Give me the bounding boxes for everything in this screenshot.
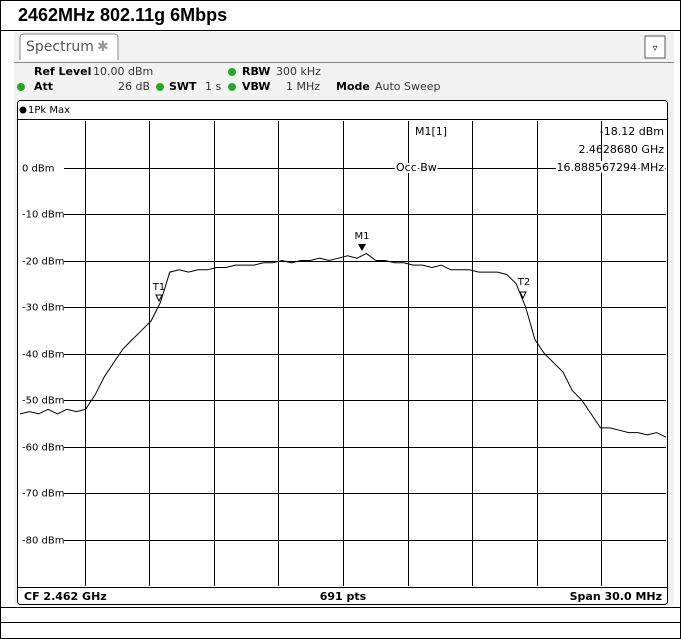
marker-label: M1 <box>355 231 370 242</box>
value: 1 MHz <box>286 80 320 93</box>
indicator <box>228 83 236 91</box>
trace-indicator <box>19 106 27 114</box>
value: 10.00 dBm <box>93 65 153 78</box>
label: RBW <box>242 65 270 78</box>
occ-label: Occ Bw <box>396 161 437 174</box>
menu-icon[interactable]: ▿ <box>652 43 657 54</box>
marker-name: M1[1] <box>415 125 447 138</box>
value: 26 dB <box>118 80 150 93</box>
y-tick-label: -70 dBm <box>22 489 64 500</box>
y-tick-label: -40 dBm <box>22 350 64 361</box>
trace-line <box>19 252 667 438</box>
occ-value: 16.888567294 MHz <box>556 161 664 174</box>
label: Mode <box>336 80 370 93</box>
title: 2462MHz 802.11g 6Mbps <box>18 5 227 25</box>
tab-label[interactable]: Spectrum <box>26 39 94 55</box>
value: 1 s <box>205 80 221 93</box>
y-tick-label: -80 dBm <box>22 536 64 547</box>
marker-icon <box>358 244 366 251</box>
footer-pts: 691 pts <box>320 590 367 603</box>
y-tick-label: -10 dBm <box>22 210 64 221</box>
indicator <box>228 68 236 76</box>
footer-cf: CF 2.462 GHz <box>24 590 107 603</box>
marker-icon <box>519 291 527 300</box>
label: VBW <box>242 80 270 93</box>
label: SWT <box>169 80 197 93</box>
menu-button[interactable] <box>644 35 666 59</box>
y-tick-label: -20 dBm <box>22 257 64 268</box>
plot-frame <box>17 100 668 605</box>
footer-span: Span 30.0 MHz <box>570 590 662 603</box>
indicator <box>156 83 164 91</box>
indicator <box>17 83 25 91</box>
y-tick-label: -60 dBm <box>22 443 64 454</box>
value: 300 kHz <box>276 65 321 78</box>
marker-icon <box>155 294 163 303</box>
pin-icon[interactable]: ✱ <box>97 39 109 55</box>
marker-level: -18.12 dBm <box>600 125 664 138</box>
tab[interactable] <box>19 33 119 60</box>
value: Auto Sweep <box>375 80 441 93</box>
y-tick-label: 0 dBm <box>22 164 55 175</box>
marker-freq: 2.4628680 GHz <box>578 143 664 156</box>
marker-label: T1 <box>152 282 165 293</box>
marker-label: T2 <box>517 277 530 288</box>
y-tick-label: -30 dBm <box>22 303 64 314</box>
y-tick-label: -50 dBm <box>22 396 64 407</box>
label: Ref Level <box>34 65 91 78</box>
trace-label: 1Pk Max <box>28 105 70 116</box>
label: Att <box>34 80 53 93</box>
